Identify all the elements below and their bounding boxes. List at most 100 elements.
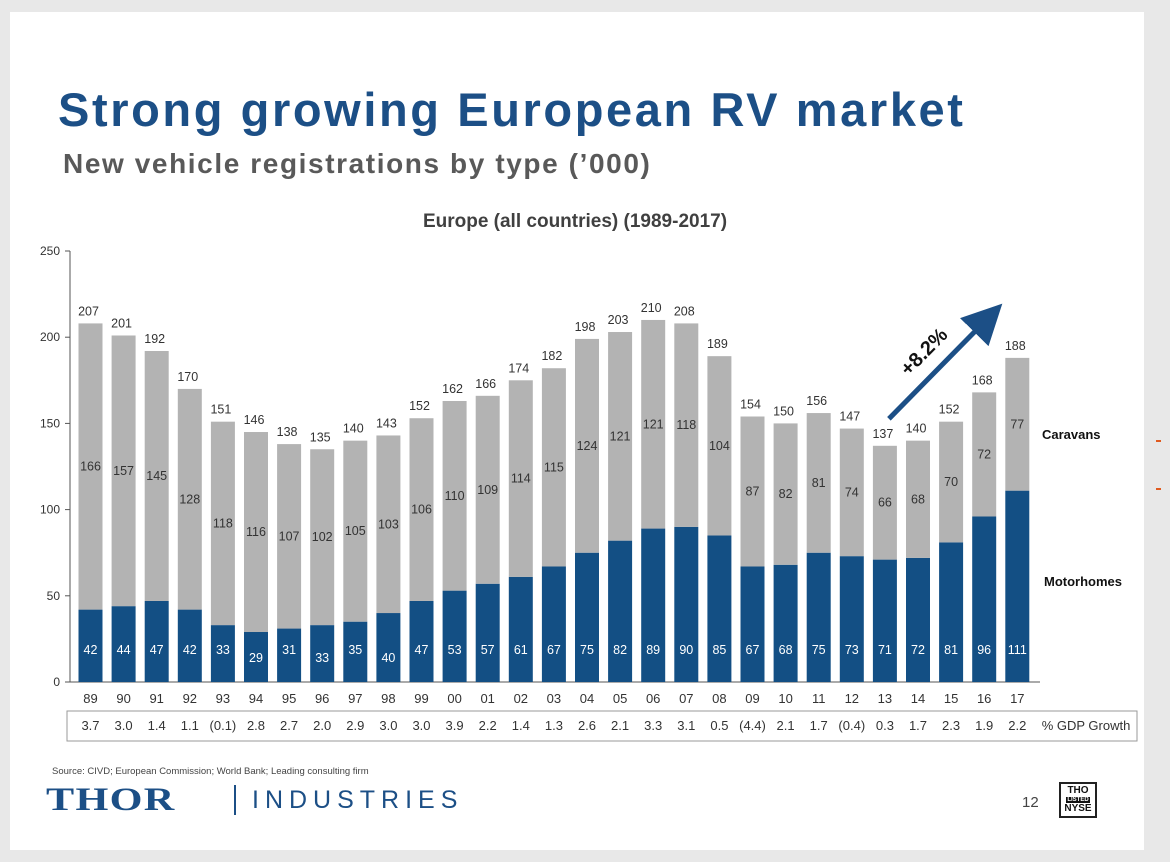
label-caravans: 118: [676, 418, 696, 432]
x-tick-label: 90: [116, 691, 130, 706]
bar-caravans: [939, 421, 964, 543]
bar-caravans: [475, 395, 500, 584]
bar-motorhomes: [343, 621, 368, 682]
bar-motorhomes: [872, 559, 897, 682]
x-tick-label: 89: [83, 691, 97, 706]
y-tick-label: 50: [47, 589, 61, 603]
y-tick-label: 250: [40, 244, 60, 258]
bar-caravans: [872, 445, 897, 560]
bar-caravans: [177, 388, 202, 610]
gdp-growth-value: 1.4: [148, 718, 166, 733]
bar-motorhomes: [111, 606, 136, 682]
x-tick-label: 09: [745, 691, 759, 706]
label-caravans: 145: [146, 469, 167, 483]
bar-caravans: [310, 449, 335, 626]
bar-motorhomes: [939, 542, 964, 682]
label-total: 146: [244, 413, 265, 427]
label-motorhomes: 89: [646, 643, 660, 657]
label-motorhomes: 75: [812, 643, 826, 657]
label-motorhomes: 61: [514, 643, 528, 657]
label-total: 138: [277, 425, 298, 439]
bar-motorhomes: [244, 632, 268, 682]
label-motorhomes: 67: [746, 643, 760, 657]
badge-listed: LISTED: [1066, 797, 1090, 803]
growth-annotation: +8.2%: [896, 324, 952, 380]
bar-motorhomes: [508, 576, 533, 682]
gdp-growth-value: 2.2: [1008, 718, 1026, 733]
label-motorhomes: 33: [216, 643, 230, 657]
x-tick-label: 96: [315, 691, 329, 706]
page-number: 12: [1022, 794, 1039, 811]
bar-caravans: [244, 432, 268, 633]
x-tick-label: 92: [183, 691, 197, 706]
x-tick-label: 99: [414, 691, 428, 706]
y-tick-label: 150: [40, 416, 60, 430]
bar-caravans: [111, 335, 136, 607]
label-total: 152: [939, 403, 960, 417]
gdp-growth-box: [66, 710, 1138, 742]
label-total: 208: [674, 304, 695, 318]
bar-caravans: [906, 440, 930, 558]
gdp-growth-value: 3.3: [644, 718, 662, 733]
label-caravans: 128: [179, 492, 200, 506]
bar-caravans: [78, 323, 103, 610]
x-tick-label: 91: [149, 691, 163, 706]
label-total: 135: [310, 430, 331, 444]
label-motorhomes: 44: [117, 643, 131, 657]
label-total: 147: [839, 410, 860, 424]
gdp-growth-value: (0.4): [838, 718, 865, 733]
bar-motorhomes: [972, 516, 997, 682]
label-total: 156: [806, 394, 827, 408]
label-caravans: 105: [345, 524, 366, 538]
label-caravans: 82: [779, 487, 793, 501]
label-total: 151: [210, 403, 231, 417]
bar-motorhomes: [674, 526, 699, 682]
label-total: 154: [740, 398, 761, 412]
gdp-growth-value: 1.7: [810, 718, 828, 733]
logo-thor-text: THOR: [46, 781, 176, 818]
label-caravans: 121: [643, 417, 664, 431]
label-motorhomes: 40: [381, 651, 395, 665]
label-motorhomes: 111: [1008, 643, 1027, 657]
label-caravans: 110: [445, 489, 465, 503]
gdp-growth-value: 2.2: [479, 718, 497, 733]
label-total: 189: [707, 337, 728, 351]
x-tick-label: 17: [1010, 691, 1024, 706]
bar-caravans: [144, 350, 169, 601]
label-caravans: 121: [610, 429, 631, 443]
label-caravans: 114: [511, 472, 531, 486]
label-motorhomes: 53: [448, 643, 462, 657]
x-tick-label: 04: [580, 691, 594, 706]
label-total: 166: [475, 377, 496, 391]
label-caravans: 102: [312, 530, 333, 544]
label-motorhomes: 96: [977, 643, 991, 657]
label-caravans: 74: [845, 485, 859, 499]
x-tick-label: 14: [911, 691, 925, 706]
source-note: Source: CIVD; European Commission; World…: [52, 766, 369, 777]
x-tick-label: 07: [679, 691, 693, 706]
label-total: 152: [409, 399, 430, 413]
bar-caravans: [541, 368, 566, 567]
thor-industries-logo: THOR INDUSTRIES: [46, 782, 463, 818]
label-caravans: 109: [477, 483, 498, 497]
growth-arrow: [887, 303, 1003, 421]
gdp-growth-value: 2.8: [247, 718, 265, 733]
label-caravans: 72: [977, 447, 991, 461]
badge-ticker: THO: [1067, 785, 1089, 796]
gdp-growth-value: 2.9: [346, 718, 364, 733]
label-motorhomes: 75: [580, 643, 594, 657]
gdp-growth-value: 1.7: [909, 718, 927, 733]
gdp-growth-value: 1.1: [181, 718, 199, 733]
label-motorhomes: 47: [150, 643, 164, 657]
x-tick-label: 15: [944, 691, 958, 706]
bar-caravans: [442, 400, 467, 591]
bar-motorhomes: [740, 566, 765, 682]
bar-motorhomes: [839, 556, 864, 682]
x-tick-label: 93: [216, 691, 230, 706]
label-caravans: 81: [812, 476, 826, 490]
label-total: 188: [1005, 339, 1026, 353]
label-caravans: 107: [279, 529, 300, 543]
label-total: 150: [773, 404, 794, 418]
x-tick-label: 95: [282, 691, 296, 706]
badge-exchange: NYSE: [1064, 803, 1092, 814]
